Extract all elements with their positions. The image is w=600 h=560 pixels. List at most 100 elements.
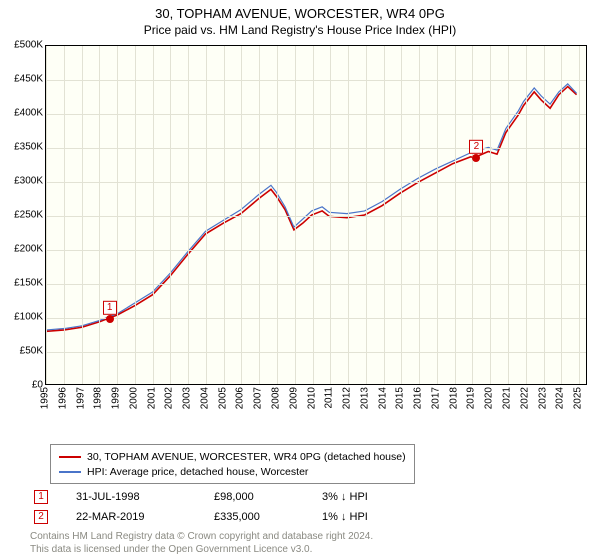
x-tick-label: 1995 [40, 387, 51, 409]
x-tick-label: 2010 [306, 387, 317, 409]
x-tick-label: 2020 [484, 387, 495, 409]
x-tick-label: 2014 [377, 387, 388, 409]
x-axis: 1995199619971998199920002001200220032004… [45, 385, 587, 415]
x-tick-label: 2015 [395, 387, 406, 409]
grid-line-v [366, 46, 367, 384]
footer-attribution: Contains HM Land Registry data © Crown c… [30, 531, 373, 556]
grid-line-v [526, 46, 527, 384]
x-tick-label: 2021 [502, 387, 513, 409]
grid-line-v [313, 46, 314, 384]
grid-line-v [579, 46, 580, 384]
legend-row: 30, TOPHAM AVENUE, WORCESTER, WR4 0PG (d… [59, 449, 406, 464]
grid-line-h [46, 318, 586, 319]
sale-row: 1 31-JUL-1998 £98,000 3% ↓ HPI [30, 487, 368, 507]
grid-line-h [46, 182, 586, 183]
y-tick-label: £300K [14, 176, 43, 187]
x-tick-label: 2011 [324, 387, 335, 409]
y-tick-label: £400K [14, 108, 43, 119]
y-tick-label: £350K [14, 142, 43, 153]
x-tick-label: 2019 [466, 387, 477, 409]
grid-line-h [46, 148, 586, 149]
grid-line-v [135, 46, 136, 384]
grid-line-v [46, 46, 47, 384]
grid-line-v [206, 46, 207, 384]
grid-line-v [153, 46, 154, 384]
legend-swatch [59, 471, 81, 473]
x-tick-label: 2017 [430, 387, 441, 409]
grid-line-v [224, 46, 225, 384]
sale-dot [106, 315, 114, 323]
grid-line-v [99, 46, 100, 384]
y-tick-label: £500K [14, 40, 43, 51]
x-tick-label: 2008 [271, 387, 282, 409]
x-tick-label: 2005 [217, 387, 228, 409]
grid-line-v [295, 46, 296, 384]
sale-marker-box: 2 [469, 140, 483, 154]
x-tick-label: 2024 [555, 387, 566, 409]
x-tick-label: 2001 [146, 387, 157, 409]
sale-date: 31-JUL-1998 [76, 491, 186, 503]
sale-date: 22-MAR-2019 [76, 511, 186, 523]
y-tick-label: £450K [14, 74, 43, 85]
grid-line-v [419, 46, 420, 384]
chart-title: 30, TOPHAM AVENUE, WORCESTER, WR4 0PG [0, 6, 600, 21]
sale-price: £98,000 [214, 491, 294, 503]
x-tick-label: 2004 [199, 387, 210, 409]
grid-line-h [46, 114, 586, 115]
chart-titles: 30, TOPHAM AVENUE, WORCESTER, WR4 0PG Pr… [0, 0, 600, 37]
y-axis: £0£50K£100K£150K£200K£250K£300K£350K£400… [0, 45, 45, 385]
x-tick-label: 2009 [288, 387, 299, 409]
grid-line-v [401, 46, 402, 384]
x-tick-label: 1997 [75, 387, 86, 409]
sale-marker-ref: 1 [34, 490, 48, 504]
x-tick-label: 2023 [537, 387, 548, 409]
grid-line-v [259, 46, 260, 384]
y-tick-label: £100K [14, 312, 43, 323]
footer-line-1: Contains HM Land Registry data © Crown c… [30, 531, 373, 544]
grid-line-v [384, 46, 385, 384]
sales-table: 1 31-JUL-1998 £98,000 3% ↓ HPI 2 22-MAR-2019 £… [30, 487, 368, 527]
x-tick-label: 2025 [573, 387, 584, 409]
y-tick-label: £250K [14, 210, 43, 221]
x-tick-label: 2002 [164, 387, 175, 409]
sale-delta: 1% ↓ HPI [322, 511, 368, 523]
grid-line-h [46, 250, 586, 251]
legend-swatch [59, 456, 81, 458]
grid-line-v [508, 46, 509, 384]
x-tick-label: 2016 [413, 387, 424, 409]
grid-line-h [46, 80, 586, 81]
sale-dot [472, 154, 480, 162]
plot-area: 12 [45, 45, 587, 385]
chart-subtitle: Price paid vs. HM Land Registry's House … [0, 23, 600, 37]
sale-price: £335,000 [214, 511, 294, 523]
x-tick-label: 2018 [448, 387, 459, 409]
grid-line-v [330, 46, 331, 384]
x-tick-label: 2006 [235, 387, 246, 409]
y-tick-label: £200K [14, 244, 43, 255]
x-tick-label: 2012 [342, 387, 353, 409]
grid-line-v [241, 46, 242, 384]
legend: 30, TOPHAM AVENUE, WORCESTER, WR4 0PG (d… [50, 444, 415, 484]
x-tick-label: 1999 [111, 387, 122, 409]
x-tick-label: 2013 [359, 387, 370, 409]
grid-line-v [64, 46, 65, 384]
grid-line-v [117, 46, 118, 384]
grid-line-v [544, 46, 545, 384]
grid-line-v [82, 46, 83, 384]
grid-line-v [277, 46, 278, 384]
x-tick-label: 2000 [128, 387, 139, 409]
footer-line-2: This data is licensed under the Open Gov… [30, 544, 373, 557]
x-tick-label: 1998 [93, 387, 104, 409]
x-tick-label: 1996 [57, 387, 68, 409]
legend-label: 30, TOPHAM AVENUE, WORCESTER, WR4 0PG (d… [87, 451, 406, 463]
grid-line-v [490, 46, 491, 384]
y-tick-label: £150K [14, 278, 43, 289]
sale-delta: 3% ↓ HPI [322, 491, 368, 503]
sale-marker-ref: 2 [34, 510, 48, 524]
legend-row: HPI: Average price, detached house, Worc… [59, 464, 406, 479]
grid-line-v [348, 46, 349, 384]
grid-line-v [437, 46, 438, 384]
chart-area: £0£50K£100K£150K£200K£250K£300K£350K£400… [0, 45, 600, 415]
grid-line-v [455, 46, 456, 384]
x-tick-label: 2003 [182, 387, 193, 409]
